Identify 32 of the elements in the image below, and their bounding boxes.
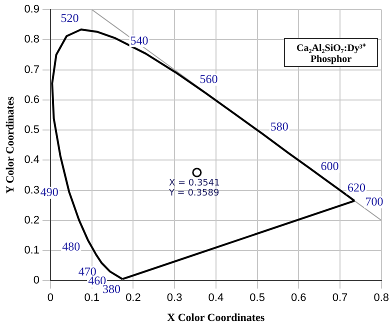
annotation: 490 bbox=[40, 185, 58, 200]
x-tick-label: 0.2 bbox=[126, 292, 141, 304]
y-tick-label: 0 bbox=[33, 274, 40, 287]
annotation: 520 bbox=[60, 11, 79, 26]
x-tick-label: 0.4 bbox=[208, 292, 224, 304]
y-tick-label: 0.2 bbox=[24, 214, 40, 226]
annotation: 580 bbox=[270, 119, 288, 134]
annotation: 600 bbox=[320, 159, 339, 174]
y-tick-label: 0.8 bbox=[24, 34, 40, 46]
x-tick-label: 0.1 bbox=[84, 292, 100, 304]
y-tick-label: 0.9 bbox=[24, 4, 40, 16]
x-tick-label: 0.5 bbox=[250, 292, 265, 304]
x-tick-label: 0.3 bbox=[166, 292, 182, 304]
y-tick-label: 0.3 bbox=[24, 184, 40, 196]
annotation: Ca₂Al₂SiO₇:Dy³⁺ Phosphor bbox=[284, 38, 378, 67]
y-tick-label: 0.5 bbox=[24, 124, 40, 136]
y-tick-label: 0.4 bbox=[24, 154, 40, 166]
x-tick-label: 0.7 bbox=[332, 292, 348, 304]
y-axis-title: Y Color Coordinates bbox=[4, 96, 16, 194]
y-tick-label: 0.6 bbox=[24, 94, 40, 106]
annotation: 480 bbox=[62, 240, 80, 254]
y-tick-label: 0.7 bbox=[24, 64, 40, 76]
annotation: 540 bbox=[130, 33, 148, 48]
annotation: 700 bbox=[365, 194, 384, 208]
y-tick-label: 0.1 bbox=[24, 244, 40, 257]
annotation: X = 0.3541 Y = 0.3589 bbox=[168, 178, 220, 198]
x-axis-title: X Color Coordinates bbox=[167, 312, 266, 324]
annotation: 560 bbox=[200, 72, 218, 86]
annotation: 620 bbox=[347, 180, 366, 194]
x-tick-label: 0.8 bbox=[374, 292, 390, 304]
x-tick-label: 0.6 bbox=[290, 292, 306, 304]
x-tick-label: 0 bbox=[47, 292, 54, 304]
